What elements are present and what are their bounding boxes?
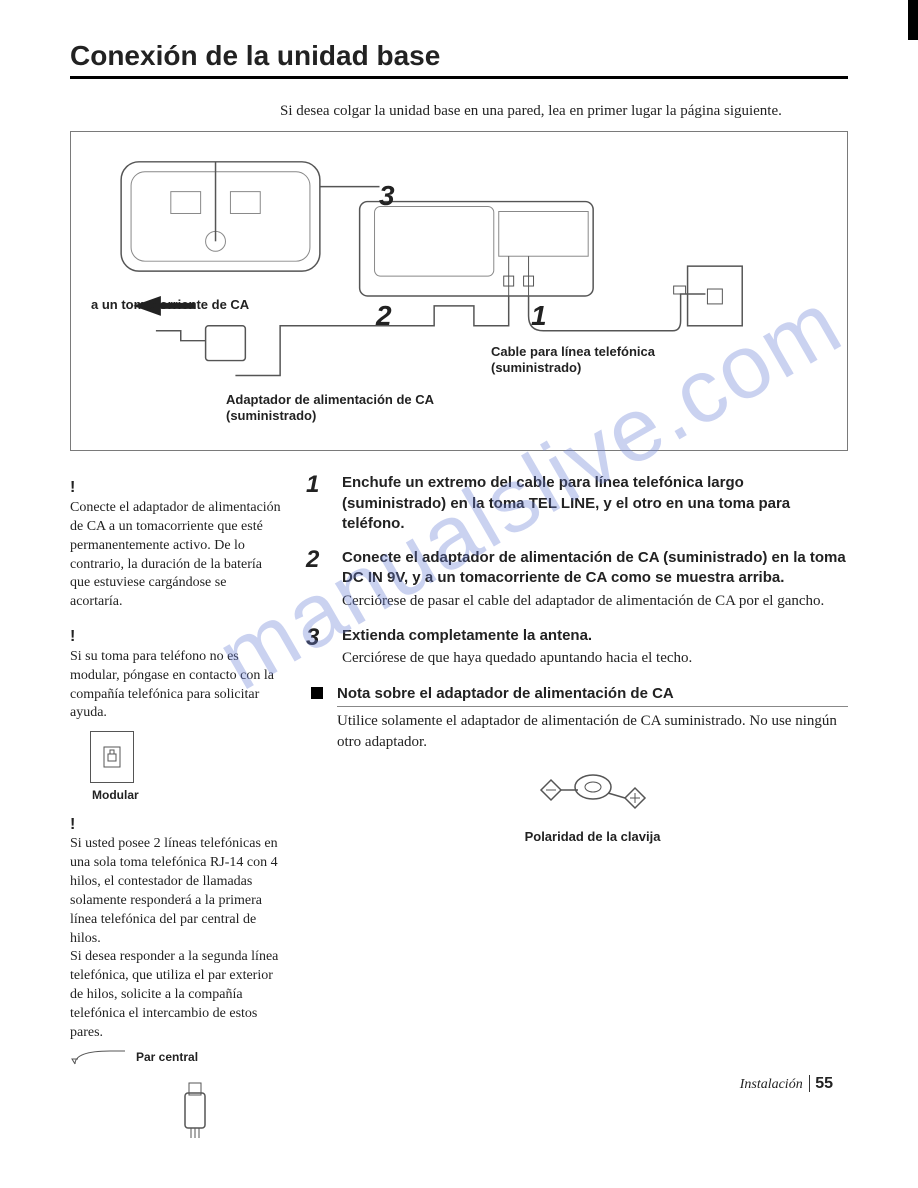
note-rule	[337, 706, 848, 707]
square-bullet-icon	[311, 687, 323, 699]
title-rule	[70, 76, 848, 79]
modular-jack-icon	[90, 731, 134, 783]
sidebar-note-1: Conecte el adaptador de alimentación de …	[70, 499, 282, 612]
step-title: Extienda completamente la antena.	[342, 626, 848, 646]
step-number: 3	[306, 626, 328, 669]
step-title: Enchufe un extremo del cable para línea …	[342, 473, 848, 534]
exclamation-icon: !	[70, 814, 282, 836]
connection-diagram: 3 2 1 a un tomacorriente de CA Adaptador…	[70, 131, 848, 451]
diagram-label-adapter: Adaptador de alimentación de CA (suminis…	[226, 392, 434, 423]
step-number: 2	[306, 548, 328, 612]
main-content: 1 Enchufe un extremo del cable para líne…	[306, 473, 848, 1143]
footer-section: Instalación	[740, 1077, 803, 1092]
step-text: Cerciórese de que haya quedado apuntando…	[342, 648, 848, 669]
step-number: 1	[306, 473, 328, 534]
footer-page-number: 55	[809, 1075, 833, 1092]
page-title: Conexión de la unidad base	[70, 40, 848, 72]
diagram-label-outlet: a un tomacorriente de CA	[91, 297, 249, 313]
diagram-svg	[71, 132, 847, 450]
par-central-arrow-icon	[70, 1049, 130, 1069]
exclamation-icon: !	[70, 626, 282, 648]
sidebar-note-2: Si su toma para teléfono no es modular, …	[70, 648, 282, 724]
step-3: 3 Extienda completamente la antena. Cerc…	[306, 626, 848, 669]
diagram-num-2: 2	[376, 300, 392, 332]
content-columns: ! Conecte el adaptador de alimentación d…	[70, 473, 848, 1143]
step-text: Cerciórese de pasar el cable del adaptad…	[342, 591, 848, 612]
polarity-label: Polaridad de la clavija	[337, 828, 848, 846]
polarity-plug-icon	[523, 765, 663, 815]
step-2: 2 Conecte el adaptador de alimentación d…	[306, 548, 848, 612]
intro-text: Si desea colgar la unidad base en una pa…	[280, 101, 848, 121]
par-central-label: Par central	[136, 1049, 198, 1065]
sidebar: ! Conecte el adaptador de alimentación d…	[70, 473, 282, 1143]
page-footer: Instalación 55	[740, 1075, 833, 1093]
step-title: Conecte el adaptador de alimentación de …	[342, 548, 848, 589]
modular-label: Modular	[92, 787, 282, 803]
diagram-num-3: 3	[379, 180, 395, 212]
note-title: Nota sobre el adaptador de alimentación …	[337, 683, 848, 704]
note-block: Nota sobre el adaptador de alimentación …	[306, 683, 848, 846]
note-text: Utilice solamente el adaptador de alimen…	[337, 711, 848, 753]
diagram-label-cable: Cable para línea telefónica (suministrad…	[491, 344, 655, 375]
step-1: 1 Enchufe un extremo del cable para líne…	[306, 473, 848, 534]
polarity-diagram: Polaridad de la clavija	[337, 765, 848, 846]
edge-tab	[908, 0, 918, 40]
sidebar-note-3: Si usted posee 2 líneas telefónicas en u…	[70, 835, 282, 1043]
diagram-num-1: 1	[531, 300, 547, 332]
exclamation-icon: !	[70, 477, 282, 499]
rj-connector-icon	[170, 1073, 220, 1143]
